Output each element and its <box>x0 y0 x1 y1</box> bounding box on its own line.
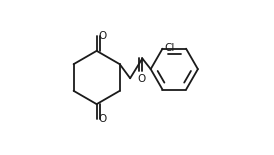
Text: O: O <box>98 31 107 41</box>
Text: O: O <box>98 114 107 124</box>
Text: Cl: Cl <box>164 43 174 53</box>
Text: O: O <box>138 74 146 84</box>
